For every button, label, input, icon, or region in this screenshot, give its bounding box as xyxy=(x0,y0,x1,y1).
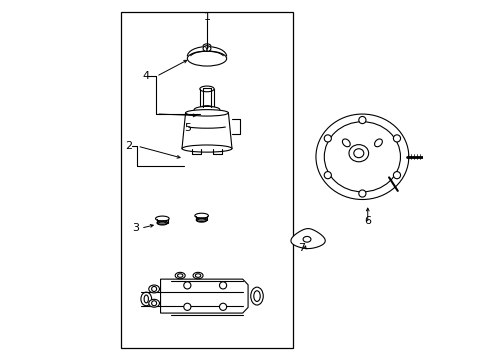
Text: 6: 6 xyxy=(364,216,370,226)
Ellipse shape xyxy=(203,46,210,51)
Ellipse shape xyxy=(155,216,169,221)
Ellipse shape xyxy=(148,299,159,307)
Ellipse shape xyxy=(348,145,368,162)
Ellipse shape xyxy=(193,273,203,279)
Ellipse shape xyxy=(151,287,156,292)
Circle shape xyxy=(324,135,331,142)
Ellipse shape xyxy=(195,274,201,277)
Ellipse shape xyxy=(194,213,208,218)
Circle shape xyxy=(358,190,365,197)
Ellipse shape xyxy=(250,287,263,305)
Circle shape xyxy=(219,303,226,310)
Text: 3: 3 xyxy=(132,223,139,233)
Circle shape xyxy=(392,135,400,142)
Ellipse shape xyxy=(141,292,151,306)
Ellipse shape xyxy=(177,274,183,277)
Ellipse shape xyxy=(185,110,228,116)
Circle shape xyxy=(324,172,331,179)
Circle shape xyxy=(183,282,190,289)
Ellipse shape xyxy=(374,139,382,147)
Polygon shape xyxy=(160,279,247,313)
Text: 7: 7 xyxy=(298,243,305,253)
Circle shape xyxy=(392,172,400,179)
Ellipse shape xyxy=(157,221,167,225)
Circle shape xyxy=(358,117,365,123)
Ellipse shape xyxy=(353,149,363,158)
Ellipse shape xyxy=(196,218,206,222)
Ellipse shape xyxy=(175,273,185,279)
Ellipse shape xyxy=(315,114,408,199)
Text: 4: 4 xyxy=(142,71,149,81)
Polygon shape xyxy=(182,113,231,149)
Ellipse shape xyxy=(200,106,214,111)
Ellipse shape xyxy=(253,291,260,301)
Ellipse shape xyxy=(187,51,226,66)
Bar xyxy=(121,12,292,348)
Ellipse shape xyxy=(342,139,349,147)
Ellipse shape xyxy=(194,107,220,113)
Ellipse shape xyxy=(200,86,214,92)
Text: 2: 2 xyxy=(124,141,132,151)
Ellipse shape xyxy=(144,295,148,303)
Text: 5: 5 xyxy=(184,123,191,133)
Circle shape xyxy=(219,282,226,289)
Ellipse shape xyxy=(151,301,156,306)
Polygon shape xyxy=(290,229,325,249)
Circle shape xyxy=(183,303,190,310)
Ellipse shape xyxy=(148,285,159,293)
Text: 1: 1 xyxy=(203,13,210,22)
Ellipse shape xyxy=(182,145,231,152)
Ellipse shape xyxy=(303,237,310,242)
